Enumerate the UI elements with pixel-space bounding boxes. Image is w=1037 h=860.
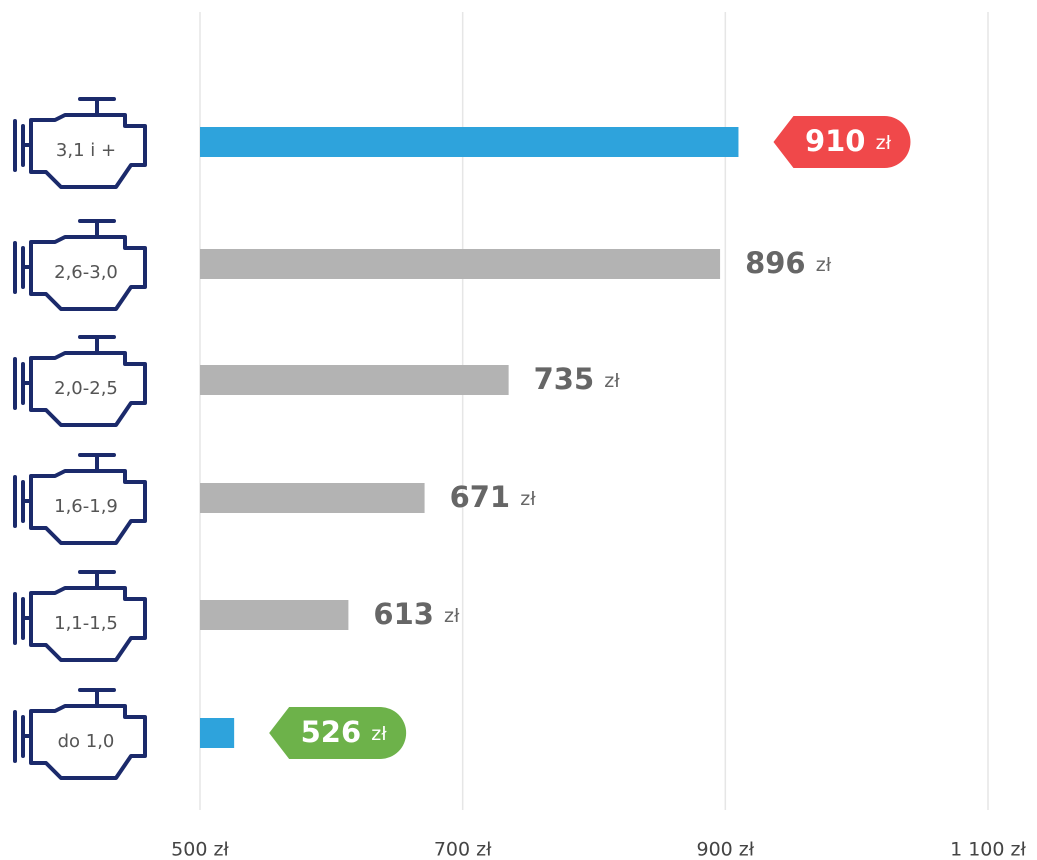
category-label: 1,6-1,9	[54, 496, 118, 517]
icon-cap	[78, 688, 116, 708]
x-tick-label: 500 zł	[171, 839, 229, 860]
category-label: 1,1-1,5	[54, 613, 118, 634]
bar	[200, 600, 349, 630]
icon-body	[29, 586, 147, 662]
value-label: 910 zł	[805, 124, 892, 158]
bar	[200, 249, 721, 279]
icon-cap	[78, 570, 116, 590]
category-label: 3,1 i +	[56, 140, 116, 161]
engine-icon	[13, 97, 147, 189]
icon-bracket	[13, 592, 33, 645]
bar	[200, 718, 235, 748]
bar	[200, 483, 425, 513]
icon-cap	[78, 97, 116, 117]
icon-bracket	[13, 475, 33, 528]
icon-bracket	[13, 710, 33, 763]
icon-body	[29, 704, 147, 780]
icon-cap	[78, 335, 116, 355]
engine-icon	[13, 570, 147, 662]
x-tick-label: 700 zł	[434, 839, 492, 860]
value-label: 613 zł	[373, 597, 460, 631]
engine-icon	[13, 335, 147, 427]
icon-bracket	[13, 241, 33, 294]
bar	[200, 127, 739, 157]
bar	[200, 365, 509, 395]
value-label: 735 zł	[534, 362, 621, 396]
icon-bracket	[13, 119, 33, 172]
category-label: 2,0-2,5	[54, 378, 118, 399]
icon-bracket	[13, 357, 33, 410]
category-label: do 1,0	[58, 731, 115, 752]
icon-body	[29, 235, 147, 311]
value-label: 526 zł	[301, 715, 388, 749]
x-tick-label: 900 zł	[696, 839, 754, 860]
badge	[773, 116, 911, 168]
engine-icon	[13, 688, 147, 780]
category-label: 2,6-3,0	[54, 262, 118, 283]
icon-body	[29, 469, 147, 545]
icon-body	[29, 351, 147, 427]
engine-icon	[13, 219, 147, 311]
icon-cap	[78, 453, 116, 473]
icon-body	[29, 113, 147, 189]
value-label: 896 zł	[745, 246, 832, 280]
badge	[269, 707, 407, 759]
engine-icon	[13, 453, 147, 545]
x-tick-label: 1 100 zł	[950, 839, 1026, 860]
value-label: 671 zł	[450, 480, 537, 514]
icon-cap	[78, 219, 116, 239]
